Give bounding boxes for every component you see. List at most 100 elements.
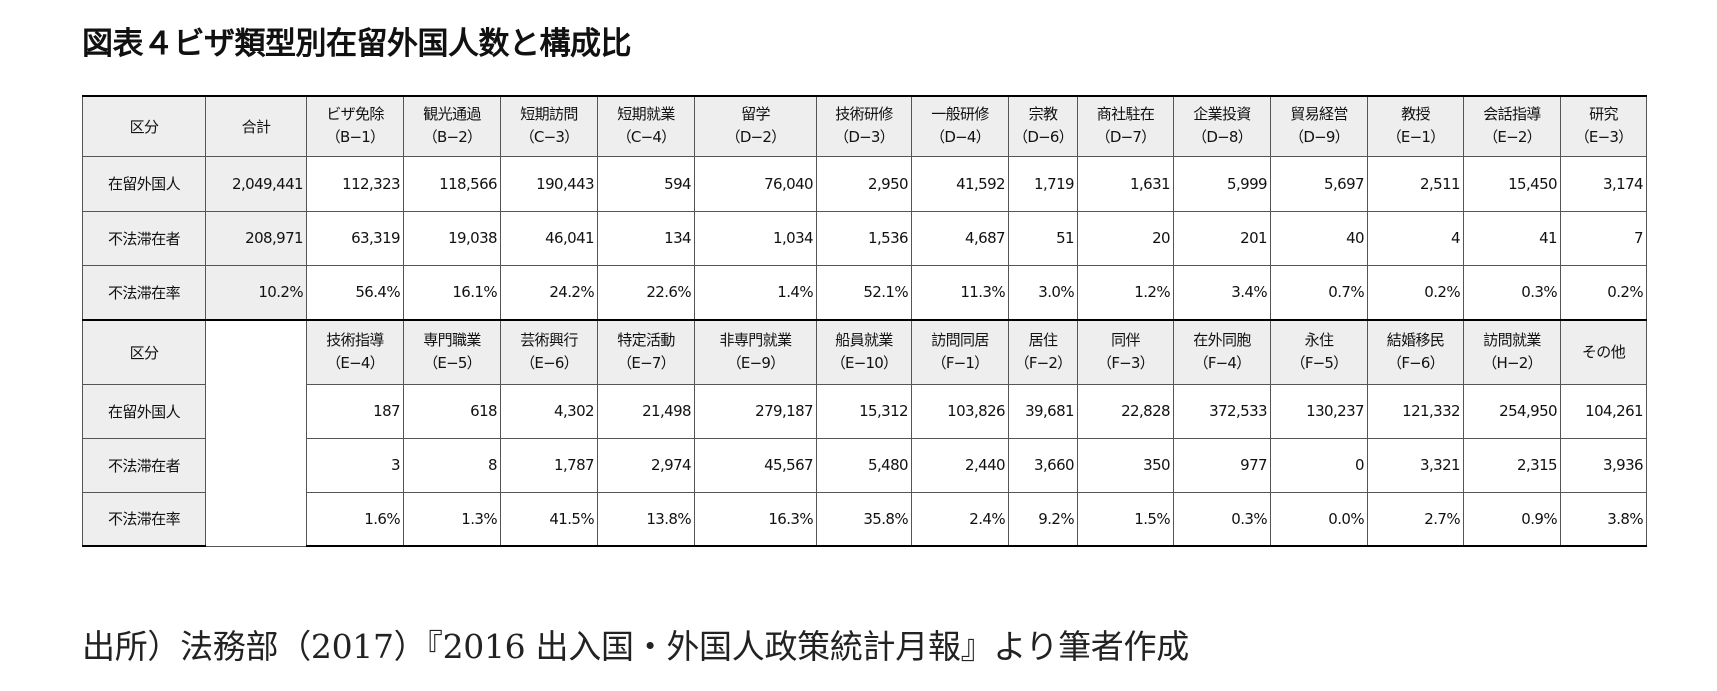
visa-type-code: （E−5） — [423, 354, 481, 373]
column-header: 同伴 （F−3） — [1077, 319, 1174, 385]
visa-type-name: 研究 — [1589, 105, 1618, 124]
visa-type-code: （D−9） — [1289, 128, 1349, 147]
visa-type-code: （F−2） — [1014, 354, 1073, 373]
visa-type-name: ビザ免除 — [326, 105, 384, 124]
data-cell: 56.4% — [306, 264, 404, 321]
column-header: 特定活動 （E−7） — [597, 319, 695, 385]
data-cell: 4 — [1367, 210, 1464, 266]
data-cell: 2,950 — [816, 155, 912, 212]
column-header: 居住 （F−2） — [1008, 319, 1078, 385]
data-cell: 2,974 — [597, 437, 695, 493]
data-cell: 187 — [306, 383, 404, 439]
column-header: 訪問同居 （F−1） — [911, 319, 1009, 385]
data-cell: 103,826 — [911, 383, 1009, 439]
column-header: 観光通過 （B−2） — [403, 95, 501, 157]
column-header: 結婚移民 （F−6） — [1367, 319, 1464, 385]
total-value: 208,971 — [205, 210, 307, 266]
data-cell: 11.3% — [911, 264, 1009, 321]
column-header: 技術研修 （D−3） — [816, 95, 912, 157]
data-cell: 121,332 — [1367, 383, 1464, 439]
data-cell: 3 — [306, 437, 404, 493]
visa-type-code: （B−1） — [325, 128, 385, 147]
data-cell: 1.5% — [1077, 491, 1174, 547]
data-cell: 5,697 — [1270, 155, 1368, 212]
data-cell: 51 — [1008, 210, 1078, 266]
data-cell: 13.8% — [597, 491, 695, 547]
table1-data-row: 不法滞在率 10.2% 56.4% 16.1% 24.2% 22.6% 1.4% 52.1% 1… — [82, 264, 1647, 321]
column-header: 船員就業 （E−10） — [816, 319, 912, 385]
visa-type-name: 同伴 — [1111, 331, 1140, 350]
visa-type-code: （D−2） — [725, 128, 786, 147]
data-cell: 2,511 — [1367, 155, 1464, 212]
visa-type-name: 教授 — [1401, 105, 1430, 124]
data-cell: 5,999 — [1173, 155, 1271, 212]
row-label: 在留外国人 — [82, 383, 206, 439]
visa-type-name: 技術指導 — [326, 331, 384, 350]
table2-data-row: 不法滞在率 1.6% 1.3% 41.5% 13.8% 16.3% 35.8% 2.4% 9.2… — [82, 491, 1647, 547]
data-cell: 279,187 — [694, 383, 817, 439]
visa-type-name: 短期就業 — [617, 105, 675, 124]
visa-type-name: 在外同胞 — [1193, 331, 1251, 350]
column-header: 貿易経営 （D−9） — [1270, 95, 1368, 157]
data-cell: 45,567 — [694, 437, 817, 493]
section-label-cell: 区分 — [82, 319, 206, 385]
visa-type-name: 会話指導 — [1483, 105, 1541, 124]
total-value: 10.2% — [205, 264, 307, 321]
data-cell: 1,034 — [694, 210, 817, 266]
data-cell: 1,536 — [816, 210, 912, 266]
data-cell: 5,480 — [816, 437, 912, 493]
data-cell: 8 — [403, 437, 501, 493]
row-label: 不法滞在率 — [82, 491, 206, 547]
data-cell: 15,312 — [816, 383, 912, 439]
visa-type-name: 一般研修 — [931, 105, 989, 124]
column-header: 企業投資 （D−8） — [1173, 95, 1271, 157]
data-cell: 350 — [1077, 437, 1174, 493]
table2-data-row: 在留外国人 187 618 4,302 21,498 279,187 15,312 103,8… — [82, 383, 1647, 439]
table1-header-row: 区分 合計 ビザ免除 （B−1） 観光通過 （B−2） 短期訪問 （C−3） 短期就業 （C−4）… — [82, 95, 1647, 157]
data-cell: 0.9% — [1463, 491, 1561, 547]
visa-type-name: 結婚移民 — [1386, 331, 1445, 350]
row-label: 不法滞在率 — [82, 264, 206, 321]
data-cell: 1,631 — [1077, 155, 1174, 212]
visa-type-name: 船員就業 — [835, 331, 893, 350]
visa-type-name: 非専門就業 — [719, 331, 792, 350]
data-cell: 20 — [1077, 210, 1174, 266]
data-cell: 594 — [597, 155, 695, 212]
data-cell: 19,038 — [403, 210, 501, 266]
column-header: 専門職業 （E−5） — [403, 319, 501, 385]
visa-type-code: （D−7） — [1095, 128, 1156, 147]
column-header: 在外同胞 （F−4） — [1173, 319, 1271, 385]
visa-type-code: （F−6） — [1387, 354, 1445, 373]
data-cell: 2.7% — [1367, 491, 1464, 547]
data-cell: 9.2% — [1008, 491, 1078, 547]
data-cell: 63,319 — [306, 210, 404, 266]
data-cell: 0.2% — [1560, 264, 1647, 321]
visa-type-code: （D−3） — [834, 128, 894, 147]
data-cell: 24.2% — [500, 264, 598, 321]
data-cell: 2,315 — [1463, 437, 1561, 493]
data-cell: 1.2% — [1077, 264, 1174, 321]
column-header: 短期訪問 （C−3） — [500, 95, 598, 157]
visa-type-code: （E−3） — [1574, 128, 1633, 147]
visa-type-name: 永住 — [1304, 331, 1334, 350]
data-cell: 112,323 — [306, 155, 404, 212]
data-cell: 118,566 — [403, 155, 501, 212]
visa-type-code: （E−10） — [830, 354, 898, 373]
row-label: 在留外国人 — [82, 155, 206, 212]
data-cell: 3,936 — [1560, 437, 1647, 493]
visa-type-code: （F−4） — [1193, 354, 1252, 373]
data-cell: 1.6% — [306, 491, 404, 547]
data-cell: 4,687 — [911, 210, 1009, 266]
table2-header-row: 区分 技術指導 （E−4） 専門職業 （E−5） 芸術興行 （E−6） 特定活動 （E−7） 非専… — [82, 319, 1647, 547]
data-cell: 3.0% — [1008, 264, 1078, 321]
data-cell: 3,321 — [1367, 437, 1464, 493]
column-header: 商社駐在 （D−7） — [1077, 95, 1174, 157]
column-header: 研究 （E−3） — [1560, 95, 1647, 157]
data-cell: 254,950 — [1463, 383, 1561, 439]
table2-data-row: 不法滞在者 3 8 1,787 2,974 45,567 5,480 2,440 3,660 35… — [82, 437, 1647, 493]
visa-type-code: （F−5） — [1290, 354, 1349, 373]
visa-type-code: （D−8） — [1192, 128, 1252, 147]
visa-type-code: （F−3） — [1097, 354, 1155, 373]
data-cell: 372,533 — [1173, 383, 1271, 439]
data-cell: 39,681 — [1008, 383, 1078, 439]
